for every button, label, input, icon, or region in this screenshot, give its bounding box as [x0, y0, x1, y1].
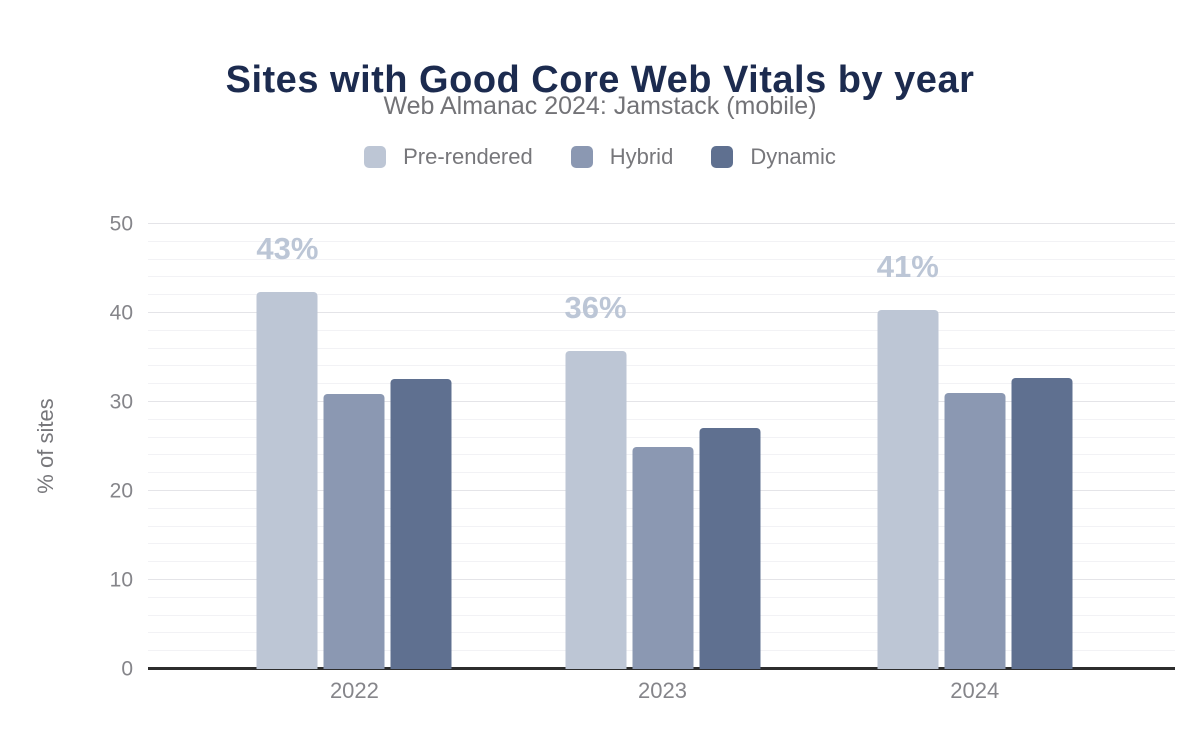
bar-group-2022: 43% [256, 224, 452, 669]
gridline-minor-38 [148, 329, 1175, 331]
legend-item-hybrid: Hybrid [570, 144, 674, 170]
legend-swatch-hybrid [570, 146, 593, 168]
bar-value-label-2022: 43% [256, 230, 319, 266]
gridline-minor-26 [148, 436, 1175, 438]
gridline-major-50 [148, 223, 1175, 224]
gridline-minor-44 [148, 276, 1175, 278]
bar-dynamic-2022 [390, 378, 452, 669]
bar-value-label-2024: 41% [876, 249, 939, 285]
legend-swatch-pre-rendered [364, 146, 387, 168]
legend-swatch-dynamic [711, 146, 734, 168]
legend: Pre-rendered Hybrid Dynamic [0, 144, 1200, 170]
plot-area: 0 10 20 30 40 50 43% 2022 36% 2023 41% 2024 [110, 214, 1175, 702]
y-axis-title: % of sites [33, 398, 58, 494]
legend-label-dynamic: Dynamic [750, 144, 836, 169]
gridline-minor-32 [148, 383, 1175, 385]
y-tick-label-40: 40 [109, 301, 133, 325]
gridline-major-30 [148, 401, 1175, 402]
gridline-minor-48 [148, 240, 1175, 242]
chart-title: Sites with Good Core Web Vitals by year [225, 59, 975, 102]
gridline-minor-28 [148, 418, 1175, 420]
bar-hybrid-2022 [323, 394, 385, 669]
bar-value-label-2023: 36% [564, 290, 627, 326]
legend-item-dynamic: Dynamic [711, 144, 836, 170]
bar-hybrid-2024 [944, 393, 1006, 669]
bar-group-2023: 36% [564, 224, 761, 669]
bar-pre-rendered-2022: 43% [256, 233, 318, 669]
y-tick-label-30: 30 [109, 390, 133, 414]
y-tick-label-20: 20 [109, 479, 133, 503]
chart-subtitle: Web Almanac 2024: Jamstack (mobile) [383, 92, 817, 120]
y-tick-label-50: 50 [109, 212, 133, 236]
legend-item-pre-rendered: Pre-rendered [364, 144, 533, 170]
gridline-major-40 [148, 312, 1175, 313]
bar-dynamic-2023 [699, 427, 761, 669]
gridline-minor-42 [148, 294, 1175, 296]
x-tick-label-2024: 2024 [950, 678, 1000, 703]
gridline-minor-36 [148, 347, 1175, 349]
legend-label-pre-rendered: Pre-rendered [403, 144, 533, 169]
y-tick-label-0: 0 [121, 657, 133, 681]
x-tick-label-2022: 2022 [329, 678, 379, 703]
bar-group-2024: 41% [877, 224, 1073, 669]
gridline-minor-34 [148, 365, 1175, 367]
y-tick-label-10: 10 [109, 568, 133, 592]
legend-label-hybrid: Hybrid [609, 144, 674, 169]
bar-dynamic-2024 [1011, 377, 1073, 669]
bar-hybrid-2023 [632, 447, 694, 669]
bar-pre-rendered-2023: 36% [564, 292, 627, 669]
gridline-minor-46 [148, 258, 1175, 260]
bar-pre-rendered-2024: 41% [877, 251, 939, 669]
x-tick-label-2023: 2023 [638, 678, 687, 703]
